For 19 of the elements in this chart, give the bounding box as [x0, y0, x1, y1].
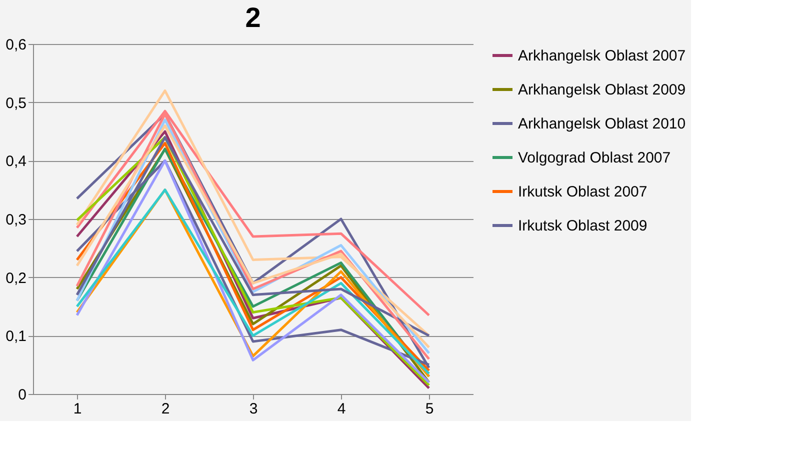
- legend-label: Arkhangelsk Oblast 2010: [518, 116, 686, 132]
- legend-label: Irkutsk Oblast 2009: [518, 218, 648, 234]
- legend-label: Arkhangelsk Oblast 2007: [518, 48, 686, 64]
- y-tick-label: 0,6: [6, 36, 26, 54]
- legend-label: Arkhangelsk Oblast 2009: [518, 82, 686, 98]
- y-tick-label: 0,1: [6, 328, 26, 346]
- x-tick-label: 3: [249, 400, 258, 418]
- y-tick-label: 0,4: [6, 153, 26, 170]
- legend-label: Volgograd Oblast 2007: [518, 150, 671, 166]
- x-tick-label: 5: [425, 400, 434, 418]
- chart-title: 2: [245, 2, 261, 33]
- x-tick-label: 4: [337, 400, 346, 418]
- y-tick-label: 0,3: [6, 212, 26, 228]
- y-tick-label: 0,5: [6, 94, 26, 112]
- y-tick-label: 0,2: [6, 270, 26, 287]
- y-tick-label: 0: [18, 386, 26, 404]
- x-tick-label: 1: [73, 400, 82, 418]
- legend-label: Irkutsk Oblast 2007: [518, 184, 648, 200]
- x-tick-label: 2: [161, 400, 170, 418]
